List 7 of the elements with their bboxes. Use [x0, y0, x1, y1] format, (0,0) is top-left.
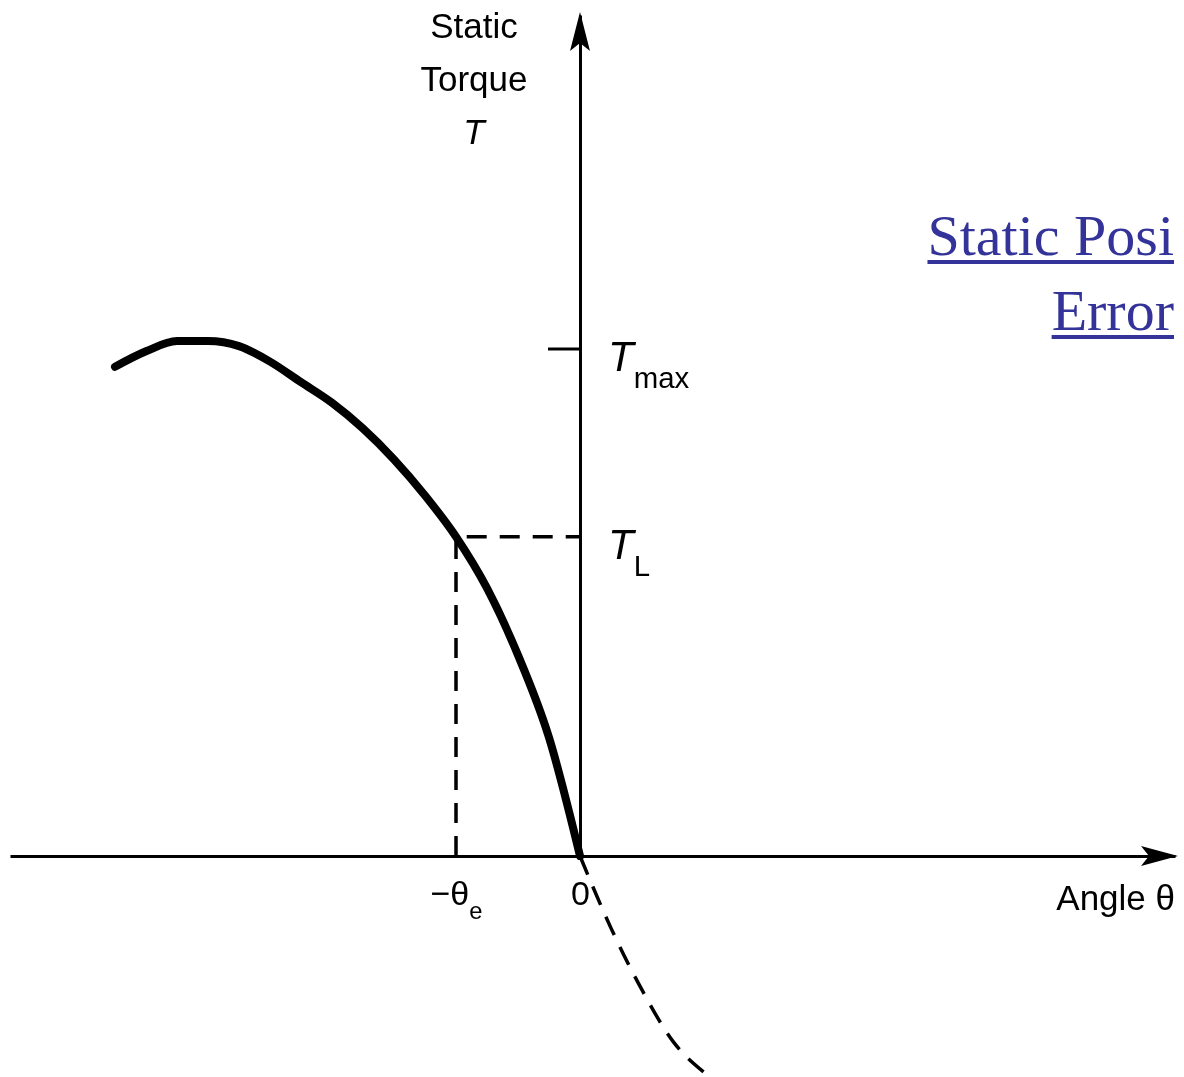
text: Static Torque T: [420, 6, 528, 151]
annotation: T$_{L}$: [608, 520, 651, 582]
annotation: T$_{max}$: [608, 333, 690, 394]
text: Static Posi Error: [927, 203, 1174, 343]
text: Angle θ: [1056, 878, 1175, 917]
x-tick-label: −θ$_{e}$: [430, 874, 483, 924]
x-tick-label: 0: [571, 874, 590, 913]
